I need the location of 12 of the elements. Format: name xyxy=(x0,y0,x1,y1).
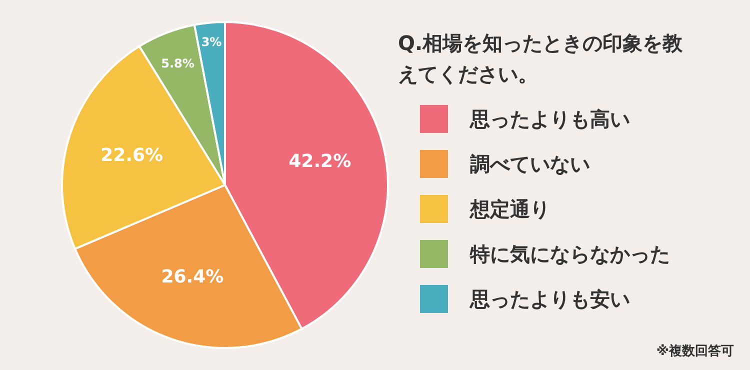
data-label: 3% xyxy=(201,35,222,50)
data-label: 26.4% xyxy=(161,266,224,288)
data-label: 22.6% xyxy=(100,144,164,166)
data-label: 42.2% xyxy=(288,150,352,172)
text: Q.相場を知ったときの印象を教えてください。 xyxy=(398,30,684,88)
text: ※複数回答可 xyxy=(656,342,734,360)
legend-label: 想定通り xyxy=(469,197,550,221)
legend-label: 特に気にならなかった xyxy=(469,242,670,266)
legend-label: 思ったよりも高い xyxy=(469,107,630,131)
data-label: 5.8% xyxy=(161,56,194,70)
legend-label: 思ったよりも安い xyxy=(469,287,630,311)
legend-label: 調べていない xyxy=(470,152,590,176)
